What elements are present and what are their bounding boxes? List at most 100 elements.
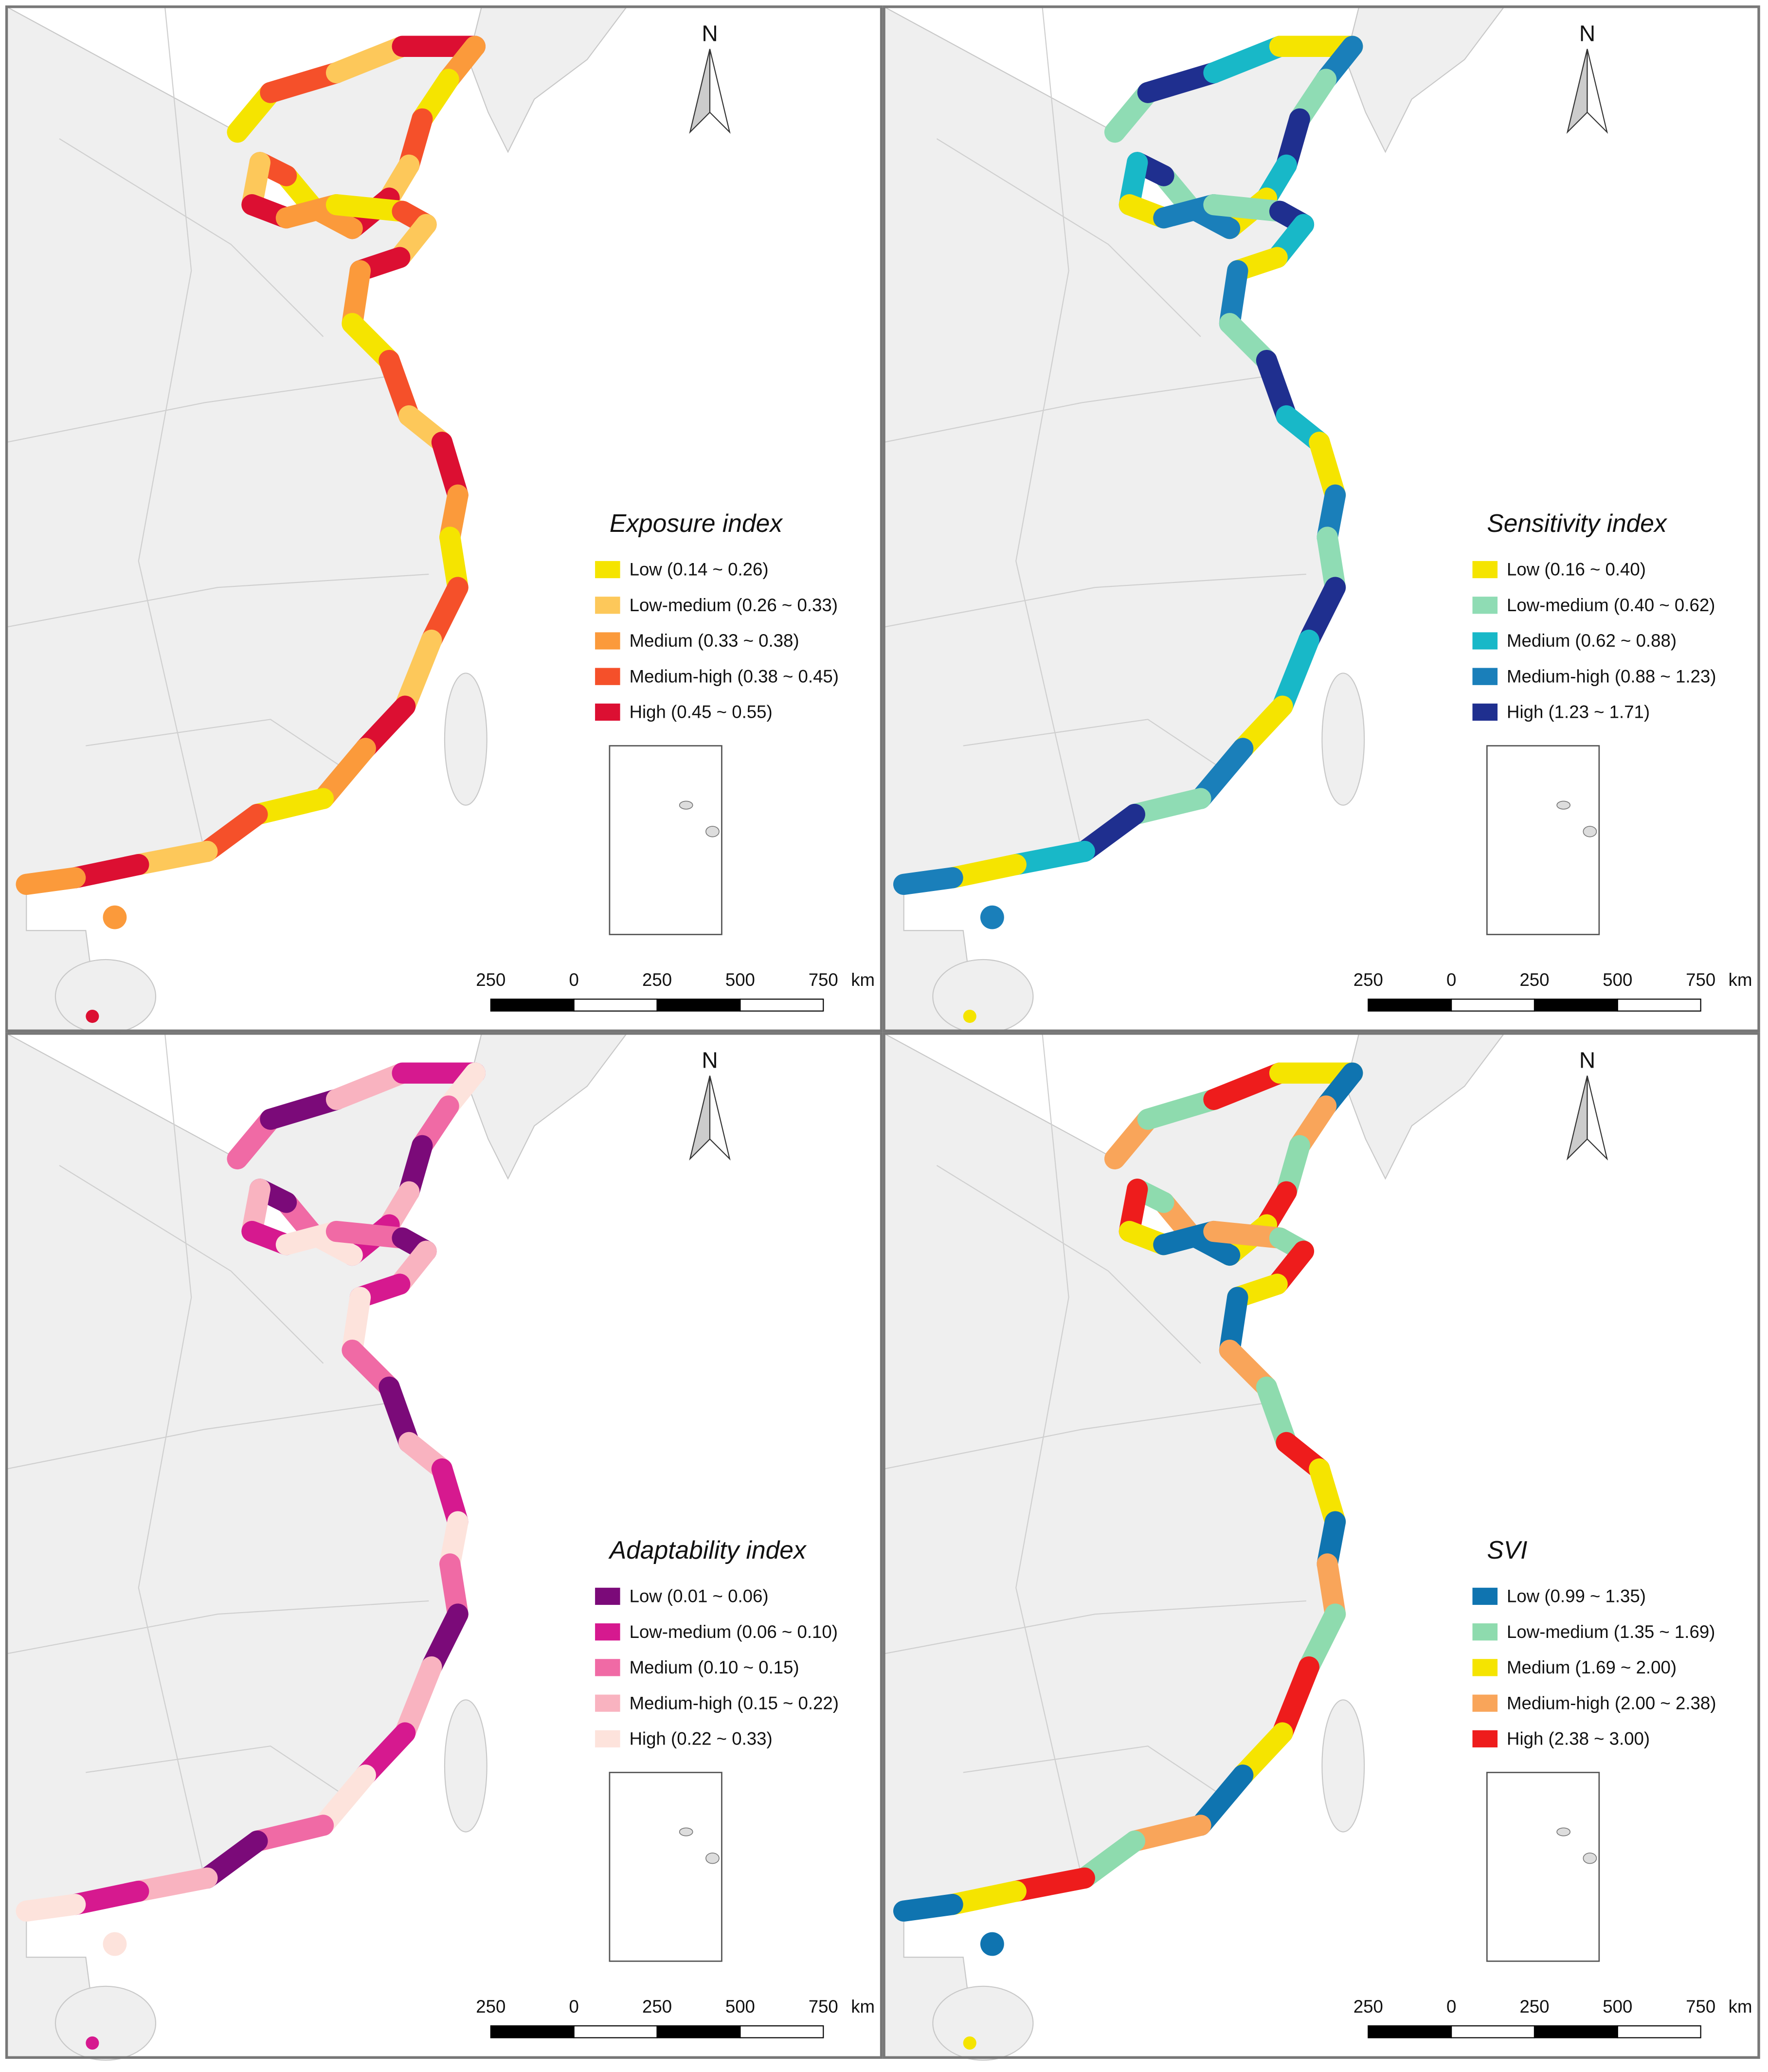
- scale-bar-segment: [656, 2025, 741, 2038]
- legend-label: Low-medium (1.35 ~ 1.69): [1507, 1622, 1715, 1642]
- panel-border: [5, 5, 883, 1033]
- coastal-district: [325, 1220, 413, 1249]
- legend-swatch: [1472, 561, 1498, 579]
- scale-label: 250: [476, 970, 505, 990]
- north-arrow-right: [709, 1075, 731, 1161]
- coastal-district: [64, 854, 149, 889]
- boundary: [6, 573, 429, 628]
- scale-label: 500: [725, 970, 755, 990]
- legend-title: Sensitivity index: [1487, 509, 1668, 537]
- coastal-district: [980, 905, 1004, 929]
- coastal-district: [16, 867, 86, 895]
- legend-swatch: [595, 1659, 620, 1676]
- boundary: [884, 573, 1306, 628]
- legend-label: Low (0.01 ~ 0.06): [630, 1586, 769, 1606]
- scale-bar-segment: [490, 999, 575, 1012]
- scale-label: 750: [809, 970, 838, 990]
- coastal-district: [394, 1656, 442, 1744]
- boundary: [138, 1033, 205, 1878]
- legend-title: Adaptability index: [608, 1536, 807, 1564]
- coastal-district: [86, 2036, 99, 2050]
- legend-title: SVI: [1487, 1536, 1527, 1564]
- korea-land: [468, 1033, 628, 1180]
- coastal-district: [1124, 1815, 1211, 1852]
- scale-unit: km: [1729, 1997, 1752, 2017]
- scale-label: 500: [1603, 1997, 1632, 2017]
- legend-swatch: [595, 1694, 620, 1712]
- coastal-district: [1137, 62, 1225, 103]
- north-arrow-right: [1587, 49, 1608, 134]
- coastal-district: [312, 1764, 376, 1836]
- legend-label: High (0.22 ~ 0.33): [630, 1729, 773, 1749]
- scale-label: 0: [569, 1997, 579, 2017]
- coastal-district: [325, 36, 413, 84]
- boundary: [6, 1402, 390, 1470]
- boundary: [138, 6, 205, 852]
- map-panel: N SVI Low (0.99 ~ 1.35) Low-medium (1.35 ~ …: [883, 1032, 1760, 2061]
- coastal-district: [64, 1880, 149, 1915]
- coastal-district: [1005, 840, 1095, 875]
- legend-label: High (0.45 ~ 0.55): [630, 702, 773, 722]
- coastal-district: [1124, 788, 1211, 825]
- legend-swatch: [595, 632, 620, 650]
- scale-label: 500: [1603, 970, 1632, 990]
- legend-label: Medium (0.62 ~ 0.88): [1507, 631, 1677, 651]
- coastal-district: [16, 1893, 86, 1922]
- legend-swatch: [1472, 632, 1498, 650]
- inset-island: [679, 1827, 693, 1836]
- legend-label: High (1.23 ~ 1.71): [1507, 702, 1650, 722]
- scale-label: 250: [1353, 1997, 1383, 2017]
- panel-border: [5, 1032, 883, 2059]
- boundary: [6, 376, 390, 443]
- boundary: [884, 376, 1267, 443]
- scale-label: 250: [1519, 970, 1549, 990]
- coastal-district: [942, 854, 1027, 889]
- boundary: [59, 1165, 324, 1364]
- scale-bar-segment: [1451, 2025, 1535, 2038]
- scale-label: 250: [476, 1997, 505, 2017]
- coastal-district: [1272, 1656, 1319, 1744]
- taiwan: [1321, 1699, 1365, 1833]
- coastal-district: [1272, 629, 1319, 717]
- scale-bar-segment: [1533, 2025, 1618, 2038]
- map-panel: N Adaptability index Low (0.01 ~ 0.06) Low-…: [5, 1032, 883, 2061]
- inset-island: [705, 1853, 720, 1864]
- coastal-district: [1190, 738, 1254, 809]
- boundary: [884, 1600, 1306, 1654]
- legend-swatch: [1472, 1623, 1498, 1641]
- legend-swatch: [1472, 1659, 1498, 1676]
- legend-swatch: [595, 1587, 620, 1605]
- coastal-district: [1137, 1089, 1225, 1130]
- coastal-district: [1203, 36, 1291, 84]
- scale-bar-segment: [1368, 999, 1452, 1012]
- boundary: [86, 719, 350, 773]
- coastal-district: [103, 1932, 127, 1956]
- coastal-district: [103, 905, 127, 929]
- legend-swatch: [1472, 1730, 1498, 1747]
- scale-bar-segment: [656, 999, 741, 1012]
- legend-swatch: [595, 1730, 620, 1747]
- legend-label: Medium (0.33 ~ 0.38): [630, 631, 799, 651]
- scale-label: 750: [809, 1997, 838, 2017]
- inset-map: [1486, 1772, 1600, 1962]
- coastal-district: [1203, 1062, 1291, 1110]
- legend-label: Low-medium (0.40 ~ 0.62): [1507, 595, 1715, 615]
- coastal-district: [247, 788, 334, 825]
- legend-title: Exposure index: [610, 509, 783, 537]
- coastal-district: [893, 1893, 963, 1922]
- legend-label: Low-medium (0.26 ~ 0.33): [630, 595, 838, 615]
- taiwan: [444, 672, 487, 806]
- legend-swatch: [595, 703, 620, 721]
- boundary: [1015, 1033, 1082, 1878]
- boundary: [936, 138, 1201, 337]
- scale-label: 250: [642, 1997, 672, 2017]
- scale-unit: km: [851, 970, 875, 990]
- scale-unit: km: [851, 1997, 875, 2017]
- coastal-district: [1203, 194, 1291, 222]
- map-panel: N Exposure index Low (0.14 ~ 0.26) Low-medi…: [5, 5, 883, 1034]
- inset-island: [1583, 826, 1597, 837]
- coastal-district: [963, 2036, 976, 2050]
- legend-swatch: [1472, 668, 1498, 685]
- coastal-district: [86, 1009, 99, 1023]
